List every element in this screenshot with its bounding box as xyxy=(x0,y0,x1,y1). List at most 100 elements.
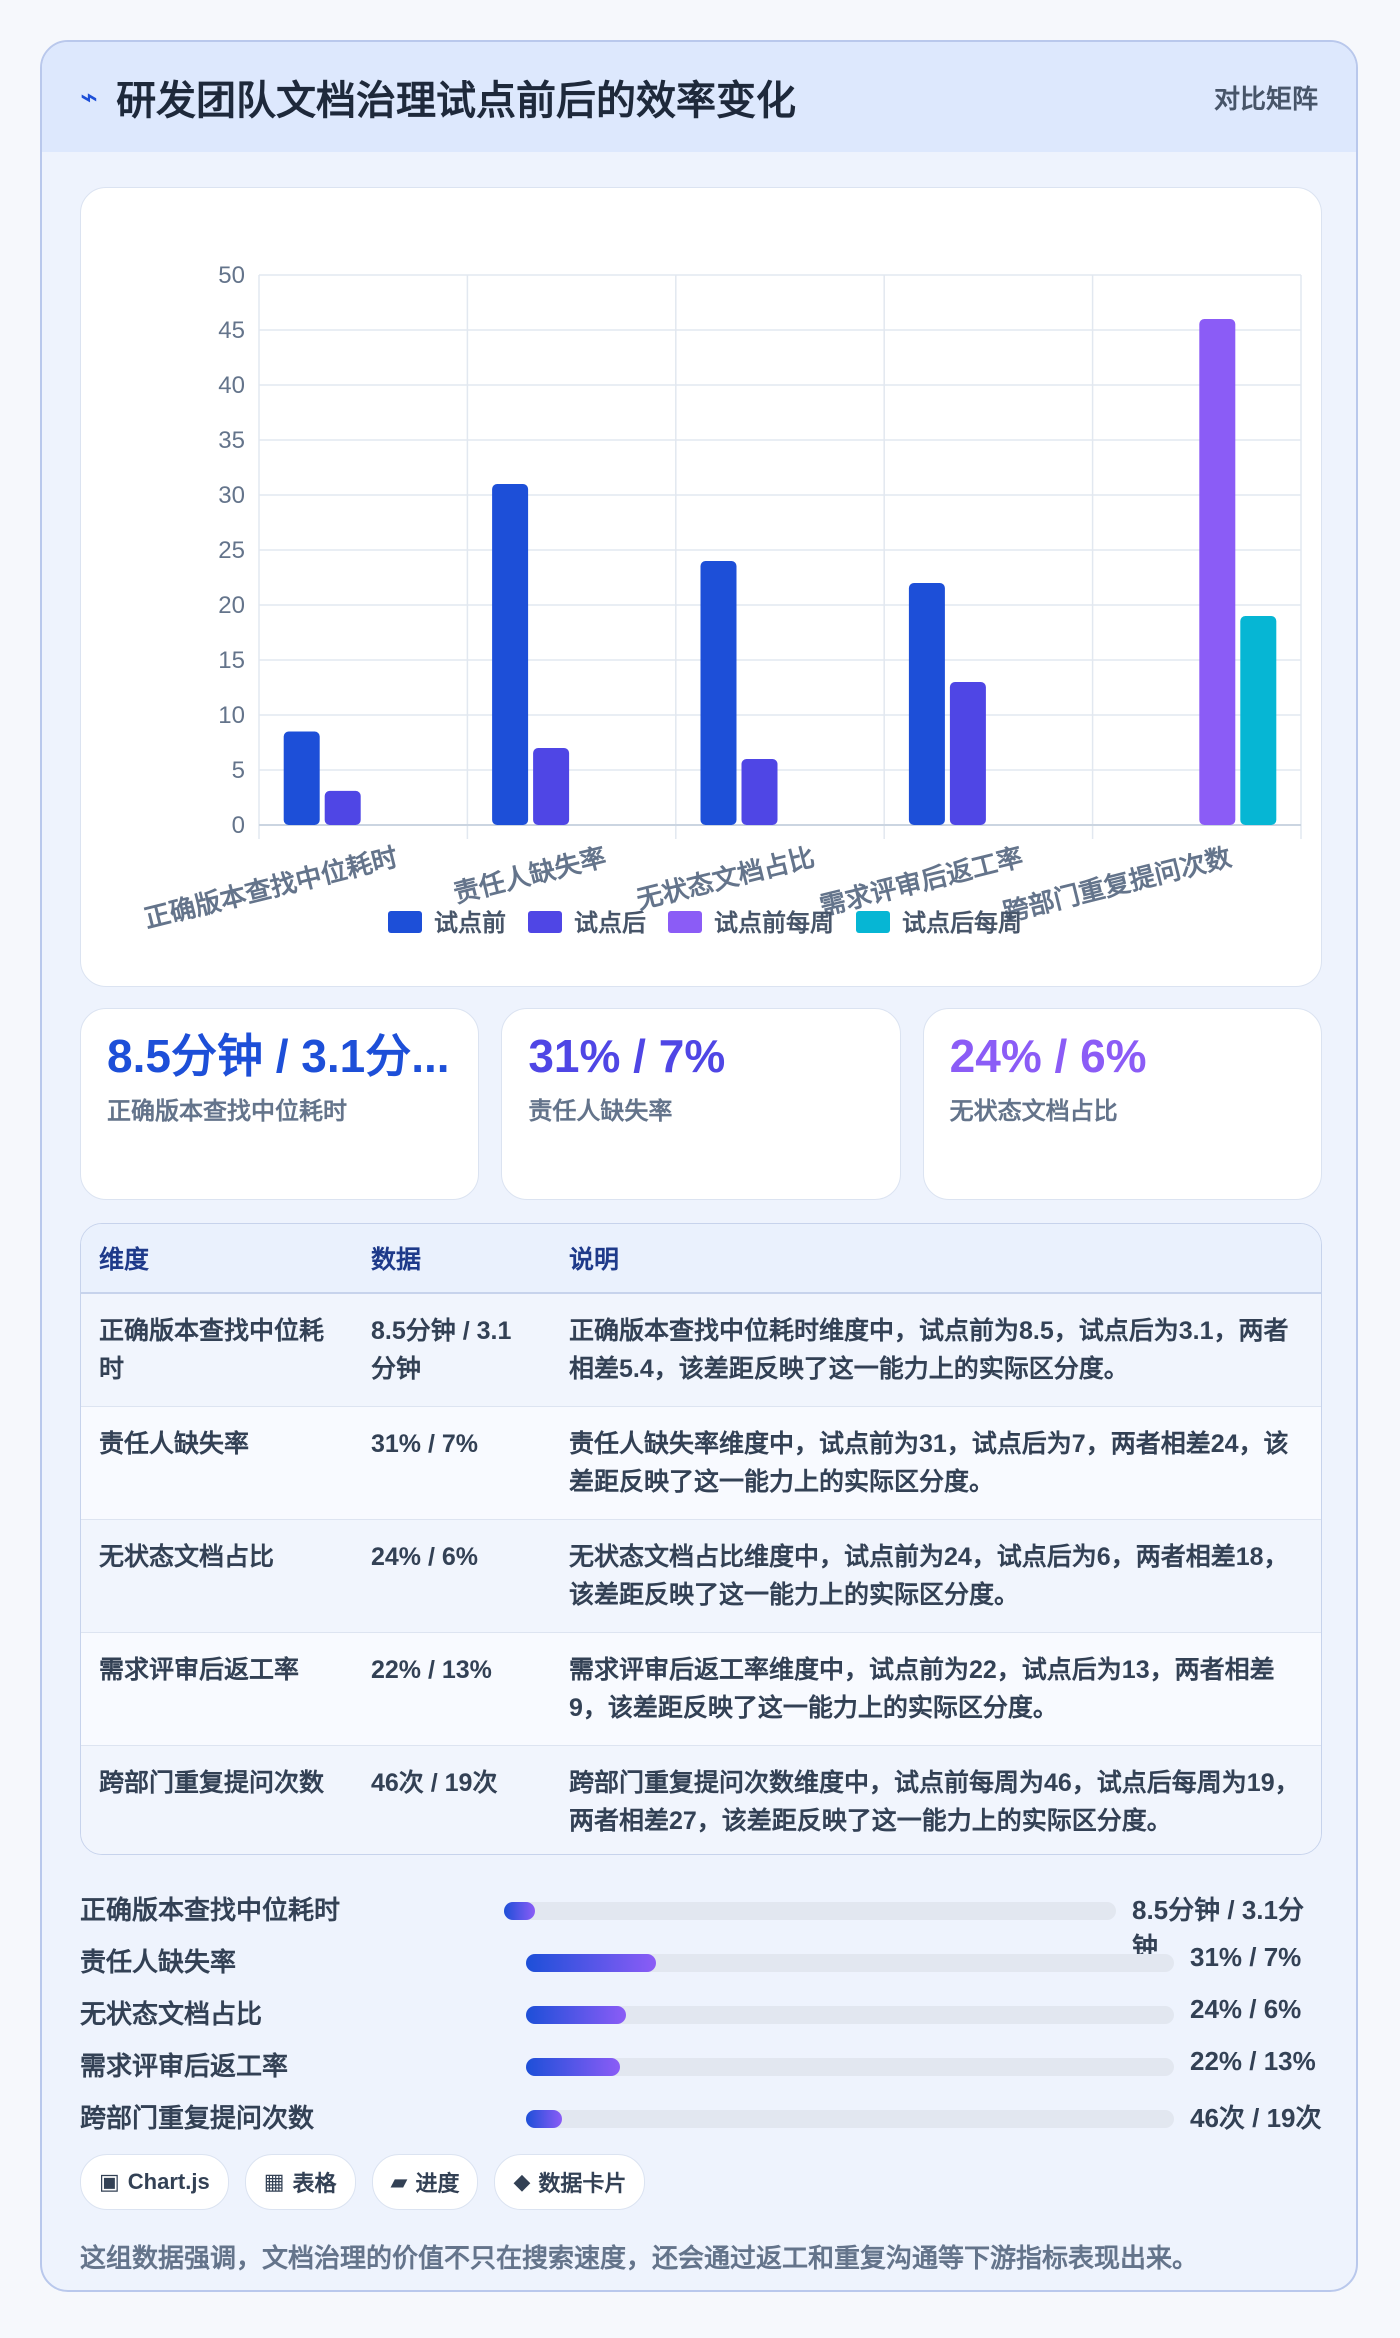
stat-label: 正确版本查找中位耗时 xyxy=(107,1098,347,1125)
table-cell: 跨部门重复提问次数 xyxy=(81,1745,353,1854)
stat-value: 24% / 6% xyxy=(949,1030,1147,1082)
x-tick-label: 正确版本查找中位耗时 xyxy=(141,842,401,934)
progress-label: 需求评审后返工率 xyxy=(80,2051,289,2081)
bolt-icon: ⌁ xyxy=(80,80,99,114)
stat-card: 24% / 6% 无状态文档占比 xyxy=(922,1008,1322,1200)
stat-value: 8.5分钟 / 3.1分... xyxy=(107,1030,450,1082)
y-tick-label: 25 xyxy=(218,537,245,564)
table-cell: 31% / 7% xyxy=(353,1406,551,1520)
progress-fill xyxy=(526,2006,627,2024)
stat-label: 无状态文档占比 xyxy=(949,1098,1118,1125)
y-tick-label: 35 xyxy=(218,427,245,454)
stat-cards: 8.5分钟 / 3.1分... 正确版本查找中位耗时 31% / 7% 责任人缺… xyxy=(80,1008,1322,1200)
bar xyxy=(324,790,361,825)
bar xyxy=(1199,319,1236,825)
bar xyxy=(1240,616,1277,825)
footnote: 这组数据强调，文档治理的价值不只在搜索速度，还会通过返工和重复沟通等下游指标表现… xyxy=(80,2243,1199,2273)
diamond-icon: ◆ xyxy=(513,2169,531,2194)
x-tick-label: 无状态文档占比 xyxy=(634,842,818,915)
table-row: 跨部门重复提问次数 46次 / 19次 跨部门重复提问次数维度中，试点前每周为4… xyxy=(81,1745,1321,1854)
table-row: 责任人缺失率 31% / 7% 责任人缺失率维度中，试点前为31，试点后为7，两… xyxy=(81,1406,1321,1520)
tag-chartjs[interactable]: ▣ Chart.js xyxy=(80,2154,229,2210)
y-tick-label: 15 xyxy=(218,647,245,674)
column-header: 维度 xyxy=(81,1224,353,1294)
table-cell: 需求评审后返工率 xyxy=(81,1632,353,1746)
table-cell: 46次 / 19次 xyxy=(353,1745,551,1854)
bar xyxy=(283,731,320,825)
column-header: 数据 xyxy=(353,1224,551,1294)
y-tick-label: 20 xyxy=(218,592,245,619)
progress-value: 31% / 7% xyxy=(1190,1942,1302,1972)
progress-value: 22% / 13% xyxy=(1190,2046,1316,2076)
legend-swatch xyxy=(668,911,702,933)
progress-label: 跨部门重复提问次数 xyxy=(80,2103,315,2133)
square-icon: ▣ xyxy=(99,2169,120,2194)
bar xyxy=(492,484,529,825)
header-tag: 对比矩阵 xyxy=(1213,83,1318,114)
table-header-row: 维度 数据 说明 xyxy=(81,1224,1321,1294)
legend-swatch xyxy=(856,911,890,933)
bar-chart-svg: 0 5 10 15 20 25 30 35 40 45 50 正确版本查找中位耗时 责任人缺失率 无状态文… xyxy=(141,262,1302,937)
progress-track xyxy=(526,2110,1174,2128)
tag-list: ▣ Chart.js ▦ 表格 ▰ 进度 ◆ 数据卡片 xyxy=(80,2154,646,2210)
stat-value: 31% / 7% xyxy=(528,1030,726,1082)
progress-value: 24% / 6% xyxy=(1190,1994,1302,2024)
y-tick-label: 40 xyxy=(218,372,245,399)
bar xyxy=(908,583,945,825)
bar xyxy=(949,682,986,825)
tag-label: 数据卡片 xyxy=(538,2171,627,2196)
progress-value: 8.5分钟 / 3.1分钟 xyxy=(1132,1895,1304,1962)
progress-row: 正确版本查找中位耗时 8.5分钟 / 3.1分钟 xyxy=(80,1880,1322,1962)
parallelogram-icon: ▰ xyxy=(390,2169,408,2194)
progress-fill xyxy=(526,2058,620,2076)
report-card: ⌁ 研发团队文档治理试点前后的效率变化 对比矩阵 0 5 10 15 20 25 30 35 4… xyxy=(40,40,1358,2292)
y-tick-label: 50 xyxy=(218,262,245,289)
progress-list: 正确版本查找中位耗时 8.5分钟 / 3.1分钟 责任人缺失率 31% / 7%… xyxy=(80,1880,1322,2140)
table-cell: 无状态文档占比维度中，试点前为24，试点后为6，两者相差18，该差距反映了这一能… xyxy=(551,1519,1321,1633)
progress-fill xyxy=(526,2110,562,2128)
bar-chart: 0 5 10 15 20 25 30 35 40 45 50 正确版本查找中位耗时 责任人缺失率 无状态文… xyxy=(80,187,1322,987)
tag-label: 表格 xyxy=(292,2171,337,2196)
card-header: ⌁ 研发团队文档治理试点前后的效率变化 对比矩阵 xyxy=(42,42,1356,152)
progress-label: 正确版本查找中位耗时 xyxy=(80,1895,341,1925)
progress-track xyxy=(526,2006,1174,2024)
bar xyxy=(741,759,778,825)
y-tick-label: 0 xyxy=(232,812,245,839)
x-tick-label: 责任人缺失率 xyxy=(450,842,609,909)
table-cell: 24% / 6% xyxy=(353,1519,551,1633)
y-tick-label: 45 xyxy=(218,317,245,344)
tag-data-cards[interactable]: ◆ 数据卡片 xyxy=(494,2154,646,2210)
progress-row: 无状态文档占比 24% / 6% xyxy=(80,1984,1322,2036)
y-tick-label: 5 xyxy=(232,757,245,784)
table-cell: 责任人缺失率维度中，试点前为31，试点后为7，两者相差24，该差距反映了这一能力… xyxy=(551,1406,1321,1520)
progress-label: 责任人缺失率 xyxy=(80,1947,237,1977)
bar xyxy=(700,561,737,825)
legend-label: 试点后 xyxy=(574,910,646,937)
table-cell: 8.5分钟 / 3.1分钟 xyxy=(353,1293,551,1407)
y-tick-label: 10 xyxy=(218,702,245,729)
stat-card: 31% / 7% 责任人缺失率 xyxy=(501,1008,901,1200)
tag-table[interactable]: ▦ 表格 xyxy=(244,2154,356,2210)
progress-row: 需求评审后返工率 22% / 13% xyxy=(80,2036,1322,2088)
tag-label: Chart.js xyxy=(127,2169,210,2194)
progress-track xyxy=(526,2058,1174,2076)
stat-label: 责任人缺失率 xyxy=(528,1098,673,1125)
table-cell: 正确版本查找中位耗时维度中，试点前为8.5，试点后为3.1，两者相差5.4，该差… xyxy=(551,1293,1321,1407)
progress-label: 无状态文档占比 xyxy=(80,1999,263,2029)
stat-card: 8.5分钟 / 3.1分... 正确版本查找中位耗时 xyxy=(80,1008,480,1200)
progress-track xyxy=(504,1902,1116,1920)
table-row: 正确版本查找中位耗时 8.5分钟 / 3.1分钟 正确版本查找中位耗时维度中，试… xyxy=(81,1293,1321,1407)
table-cell: 正确版本查找中位耗时 xyxy=(81,1293,353,1407)
y-tick-label: 30 xyxy=(218,482,245,509)
legend-label: 试点前 xyxy=(434,909,506,937)
tag-progress[interactable]: ▰ 进度 xyxy=(371,2154,479,2210)
progress-fill xyxy=(526,1954,656,1972)
x-tick-label: 跨部门重复提问次数 xyxy=(1000,841,1235,927)
progress-track xyxy=(526,1954,1174,1972)
progress-value: 46次 / 19次 xyxy=(1190,2103,1322,2133)
progress-fill xyxy=(504,1902,535,1920)
tag-label: 进度 xyxy=(415,2171,460,2196)
table-cell: 需求评审后返工率维度中，试点前为22，试点后为13，两者相差9，该差距反映了这一… xyxy=(551,1632,1321,1746)
table-cell: 跨部门重复提问次数维度中，试点前每周为46，试点后每周为19，两者相差27，该差… xyxy=(551,1745,1321,1854)
data-table: 维度 数据 说明 正确版本查找中位耗时 8.5分钟 / 3.1分钟 正确版本查找… xyxy=(80,1223,1322,1855)
